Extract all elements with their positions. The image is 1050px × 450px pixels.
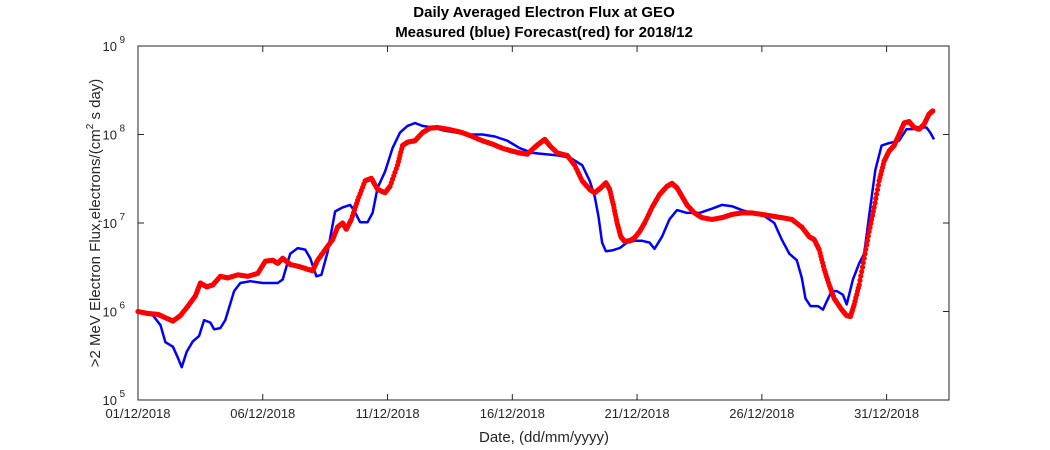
chart-title-line-1: Daily Averaged Electron Flux at GEO bbox=[413, 4, 675, 21]
forecast-point bbox=[869, 212, 876, 219]
forecast-point bbox=[872, 200, 878, 206]
y-tick-base: 10 bbox=[103, 39, 117, 54]
forecast-point bbox=[868, 220, 874, 227]
forecast-point bbox=[859, 264, 866, 270]
x-tick-label: 31/12/2018 bbox=[854, 406, 919, 421]
y-tick-label: 10 bbox=[103, 216, 117, 231]
y-tick-label: 10 bbox=[103, 128, 117, 143]
forecast-point bbox=[871, 204, 877, 210]
forecast-point bbox=[869, 216, 875, 223]
x-tick-label: 21/12/2018 bbox=[605, 406, 670, 421]
y-axis-label-sup: 2 bbox=[85, 123, 96, 129]
y-tick-base: 10 bbox=[103, 305, 117, 320]
y-tick-label: 10 bbox=[103, 305, 117, 320]
y-axis-label: >2 MeV Electron Flux,electrons/(cm2 s da… bbox=[85, 79, 104, 368]
forecast-point bbox=[864, 237, 871, 244]
forecast-point bbox=[862, 251, 868, 257]
y-tick-base: 10 bbox=[103, 393, 117, 408]
y-tick-base: 10 bbox=[103, 216, 117, 231]
y-axis-label-tail: s day) bbox=[87, 79, 104, 124]
x-tick-label: 01/12/2018 bbox=[105, 406, 170, 421]
x-axis-label: Date, (dd/mm/yyyy) bbox=[479, 429, 609, 446]
x-tick-label: 11/12/2018 bbox=[355, 406, 419, 421]
forecast-point bbox=[857, 277, 863, 283]
y-tick-label: 10 bbox=[103, 39, 117, 54]
forecast-point bbox=[859, 268, 865, 275]
forecast-point bbox=[864, 242, 870, 248]
x-tick-label: 16/12/2018 bbox=[480, 406, 545, 421]
forecast-point bbox=[861, 255, 867, 261]
plot-frame bbox=[137, 45, 950, 401]
y-tick-exponent: 8 bbox=[119, 124, 125, 135]
forecast-point bbox=[863, 246, 869, 252]
forecast-point bbox=[930, 108, 936, 114]
forecast-point bbox=[865, 233, 871, 239]
forecast-point bbox=[874, 187, 881, 193]
chart-title-line-2: Measured (blue) Forecast(red) for 2018/1… bbox=[395, 24, 693, 41]
forecast-point bbox=[870, 208, 876, 214]
forecast-point bbox=[873, 195, 879, 202]
y-tick-exponent: 6 bbox=[119, 301, 125, 312]
forecast-point bbox=[867, 224, 873, 231]
y-tick-exponent: 5 bbox=[119, 389, 125, 400]
forecast-point bbox=[856, 282, 862, 288]
x-tick-label: 06/12/2018 bbox=[230, 406, 295, 421]
forecast-point bbox=[860, 260, 866, 266]
y-axis-label-main: >2 MeV Electron Flux,electrons/(cm bbox=[87, 129, 104, 367]
series-layer bbox=[135, 108, 936, 369]
forecast-point bbox=[866, 229, 872, 235]
forecast-point bbox=[875, 182, 881, 188]
y-tick-label: 10 bbox=[103, 393, 117, 408]
axis-ticks: 01/12/2018 06/12/2018 11/12/2018 16/12/2018… bbox=[103, 35, 949, 421]
y-tick-exponent: 9 bbox=[119, 35, 125, 46]
y-tick-exponent: 7 bbox=[119, 212, 125, 223]
x-tick-label: 26/12/2018 bbox=[729, 406, 794, 421]
plot-area bbox=[137, 45, 950, 401]
y-tick-base: 10 bbox=[103, 128, 117, 143]
series-forecast-dots bbox=[135, 108, 936, 324]
forecast-point bbox=[858, 273, 864, 279]
forecast-point bbox=[874, 191, 880, 197]
